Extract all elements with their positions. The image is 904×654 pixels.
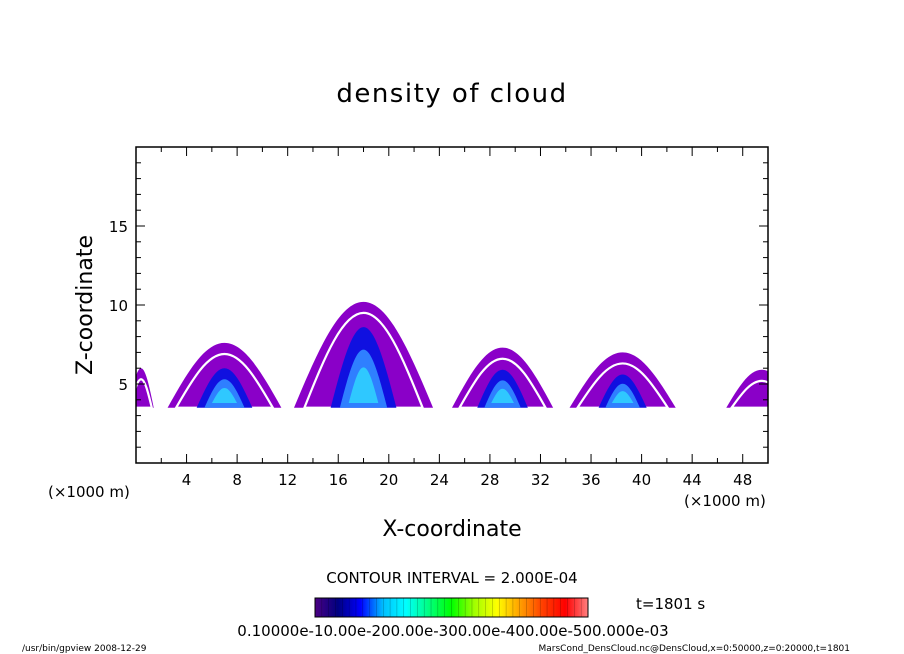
cloud-contour-gap (174, 352, 275, 409)
y-unit-label: (×1000 m) (48, 483, 130, 501)
footer-right: MarsCond_DensCloud.nc@DensCloud,x=0:5000… (539, 644, 851, 654)
cloud-contour (294, 301, 434, 409)
x-tick-label: 12 (278, 471, 297, 489)
x-tick-label: 16 (329, 471, 348, 489)
cloud-core-high (491, 388, 514, 403)
time-label: t=1801 s (636, 595, 705, 613)
cloud-contour-gap (136, 378, 154, 409)
colorbar-ticks (321, 598, 582, 617)
cloud-contour (726, 369, 768, 409)
cloud-contour (569, 352, 676, 409)
cloud-contour-gap (457, 357, 548, 409)
cloud-contour-gap (302, 311, 425, 409)
y-tick-label: 5 (118, 376, 128, 394)
x-tick-label: 4 (182, 471, 192, 489)
x-tick-label: 32 (531, 471, 550, 489)
cloud-core-high (211, 387, 237, 403)
contour-interval-label: CONTOUR INTERVAL = 2.000E-04 (326, 569, 577, 587)
x-tick-label: 20 (379, 471, 398, 489)
cloud-core-high (348, 367, 379, 403)
cloud-contour (136, 368, 154, 409)
cloud-core-high (611, 391, 634, 403)
x-tick-label: 36 (581, 471, 600, 489)
cloud-contour (167, 342, 282, 409)
x-tick-label: 28 (480, 471, 499, 489)
y-tick-label: 15 (109, 218, 128, 236)
x-tick-label: 44 (683, 471, 702, 489)
colorbar-labels: 0.10000e-10.00e-200.00e-300.00e-400.00e-… (237, 622, 668, 640)
footer-left: /usr/bin/gpview 2008-12-29 (22, 644, 147, 654)
cloud-contours (136, 301, 768, 409)
chart-title: density of cloud (336, 79, 567, 109)
x-tick-label: 24 (430, 471, 449, 489)
cloud-contour-gap (729, 379, 768, 409)
x-tick-label: 40 (632, 471, 651, 489)
x-tick-label: 48 (733, 471, 752, 489)
cloud-contour-gap (575, 362, 670, 409)
x-tick-label: 8 (232, 471, 242, 489)
x-axis-title: X-coordinate (382, 517, 521, 542)
plot-frame (135, 146, 769, 464)
y-tick-label: 10 (109, 297, 128, 315)
x-unit-label: (×1000 m) (684, 492, 766, 510)
cloud-contour (452, 347, 554, 409)
y-axis-title: Z-coordinate (73, 235, 98, 375)
